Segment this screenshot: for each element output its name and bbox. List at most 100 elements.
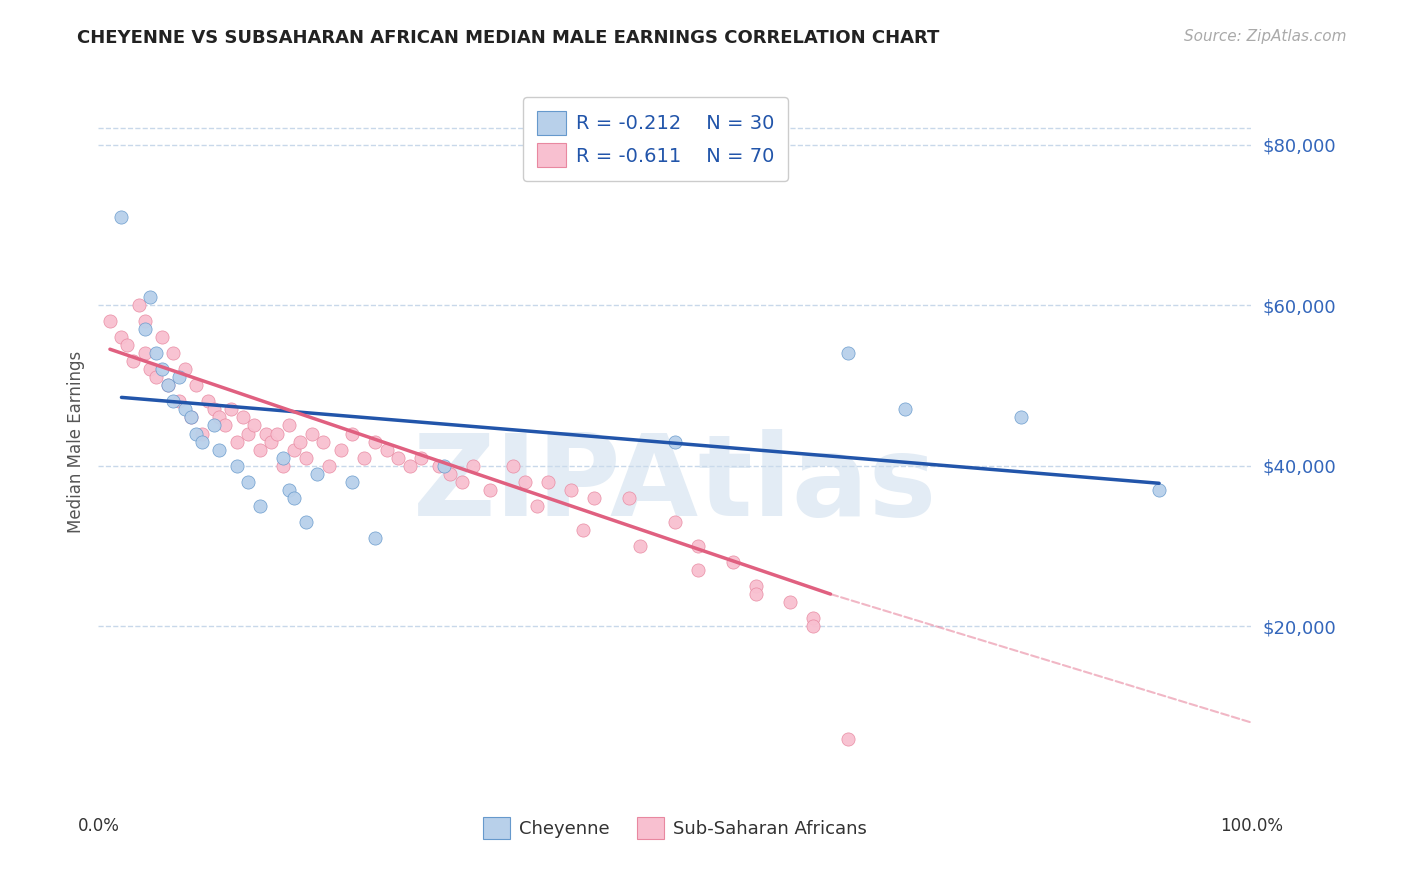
Point: [167, 370, 190, 384]
Point: [186, 378, 208, 392]
Legend: Cheyenne, Sub-Saharan Africans: Cheyenne, Sub-Saharan Africans: [474, 808, 876, 848]
Point: [461, 458, 484, 473]
Point: [283, 491, 305, 505]
Point: [340, 426, 363, 441]
Point: [686, 563, 709, 577]
Point: [219, 402, 242, 417]
Point: [134, 346, 156, 360]
Point: [894, 402, 917, 417]
Point: [162, 394, 184, 409]
Point: [174, 402, 197, 417]
Point: [1010, 410, 1032, 425]
Point: [779, 595, 801, 609]
Point: [139, 290, 162, 304]
Point: [411, 450, 433, 465]
Point: [433, 458, 456, 473]
Point: [312, 434, 335, 449]
Point: [340, 475, 363, 489]
Point: [744, 579, 766, 593]
Point: [98, 314, 121, 328]
Point: [307, 467, 329, 481]
Point: [238, 475, 260, 489]
Point: [117, 338, 139, 352]
Point: [502, 458, 524, 473]
Point: [439, 467, 461, 481]
Point: [167, 394, 190, 409]
Point: [1147, 483, 1170, 497]
Point: [277, 483, 299, 497]
Point: [353, 450, 375, 465]
Point: [329, 442, 352, 457]
Point: [145, 370, 167, 384]
Point: [398, 458, 420, 473]
Point: [283, 442, 305, 457]
Text: CHEYENNE VS SUBSAHARAN AFRICAN MEDIAN MALE EARNINGS CORRELATION CHART: CHEYENNE VS SUBSAHARAN AFRICAN MEDIAN MA…: [77, 29, 939, 46]
Point: [295, 515, 318, 529]
Point: [243, 418, 266, 433]
Point: [560, 483, 582, 497]
Point: [721, 555, 744, 569]
Point: [191, 426, 214, 441]
Point: [837, 731, 859, 746]
Point: [277, 418, 299, 433]
Point: [526, 499, 548, 513]
Point: [191, 434, 214, 449]
Point: [122, 354, 145, 368]
Point: [249, 499, 271, 513]
Point: [202, 418, 225, 433]
Point: [295, 450, 318, 465]
Point: [427, 458, 450, 473]
Point: [271, 450, 294, 465]
Point: [387, 450, 409, 465]
Point: [110, 210, 132, 224]
Point: [238, 426, 260, 441]
Point: [364, 531, 387, 545]
Point: [134, 314, 156, 328]
Point: [628, 539, 651, 553]
Point: [583, 491, 606, 505]
Point: [128, 298, 150, 312]
Point: [180, 410, 202, 425]
Point: [208, 442, 231, 457]
Y-axis label: Median Male Earnings: Median Male Earnings: [66, 351, 84, 533]
Point: [571, 523, 593, 537]
Point: [617, 491, 640, 505]
Point: [801, 619, 824, 633]
Point: [208, 410, 231, 425]
Point: [231, 410, 254, 425]
Point: [150, 362, 173, 376]
Point: [664, 515, 686, 529]
Point: [301, 426, 323, 441]
Point: [180, 410, 202, 425]
Point: [744, 587, 766, 601]
Point: [156, 378, 179, 392]
Point: [266, 426, 288, 441]
Point: [318, 458, 340, 473]
Point: [134, 322, 156, 336]
Point: [450, 475, 472, 489]
Point: [254, 426, 277, 441]
Point: [214, 418, 236, 433]
Point: [145, 346, 167, 360]
Point: [139, 362, 162, 376]
Point: [202, 402, 225, 417]
Point: [260, 434, 283, 449]
Point: [186, 426, 208, 441]
Point: [225, 434, 247, 449]
Point: [290, 434, 312, 449]
Point: [162, 346, 184, 360]
Point: [537, 475, 560, 489]
Point: [375, 442, 398, 457]
Point: [110, 330, 132, 344]
Point: [197, 394, 219, 409]
Point: [271, 458, 294, 473]
Point: [225, 458, 247, 473]
Point: [801, 611, 824, 625]
Point: [150, 330, 173, 344]
Point: [664, 434, 686, 449]
Point: [364, 434, 387, 449]
Point: [686, 539, 709, 553]
Text: ZIPAtlas: ZIPAtlas: [413, 429, 936, 541]
Text: Source: ZipAtlas.com: Source: ZipAtlas.com: [1184, 29, 1347, 44]
Point: [513, 475, 536, 489]
